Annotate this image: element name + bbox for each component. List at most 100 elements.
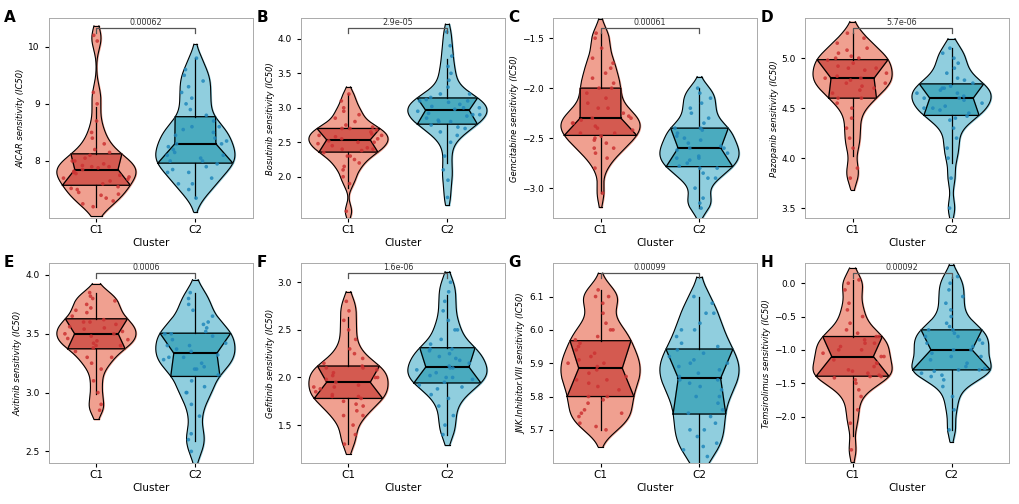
Point: [121, 173, 138, 181]
Point: [668, 132, 685, 140]
Point: [935, 84, 952, 92]
Point: [106, 330, 122, 338]
Point: [586, 164, 602, 172]
Point: [710, 366, 727, 374]
Point: [932, 371, 949, 379]
Point: [692, 136, 708, 144]
Point: [973, 339, 989, 347]
Point: [933, 383, 950, 391]
Point: [597, 319, 613, 327]
Point: [667, 333, 684, 341]
Point: [59, 335, 75, 343]
Point: [586, 144, 602, 152]
Point: [434, 430, 450, 438]
Y-axis label: Temsirolimus sensitivity (IC50): Temsirolimus sensitivity (IC50): [761, 299, 770, 427]
Point: [578, 89, 594, 97]
Point: [422, 371, 438, 380]
Point: [565, 119, 581, 127]
Y-axis label: JNK.Inhibitor.VIII sensitivity (IC50): JNK.Inhibitor.VIII sensitivity (IC50): [518, 293, 527, 433]
Point: [589, 286, 605, 294]
Point: [311, 132, 327, 140]
Point: [867, 333, 883, 341]
Point: [682, 104, 698, 112]
Point: [308, 388, 324, 396]
Point: [937, 319, 954, 327]
Point: [441, 42, 458, 50]
Point: [180, 185, 197, 194]
Point: [680, 139, 696, 147]
Point: [96, 324, 112, 332]
Point: [421, 347, 437, 355]
Point: [606, 129, 623, 137]
Point: [159, 168, 175, 176]
Point: [90, 164, 106, 172]
Point: [119, 175, 136, 183]
Point: [949, 333, 965, 341]
Point: [65, 167, 82, 175]
Point: [436, 378, 452, 386]
Point: [680, 409, 696, 417]
Point: [96, 316, 112, 324]
Point: [840, 299, 856, 307]
Point: [946, 64, 962, 72]
Point: [603, 84, 620, 92]
Point: [101, 163, 117, 171]
Point: [600, 292, 616, 300]
Point: [660, 352, 677, 360]
Point: [843, 114, 859, 122]
Point: [844, 367, 860, 375]
Point: [107, 297, 123, 305]
Point: [709, 343, 726, 351]
Point: [580, 369, 596, 377]
Point: [943, 312, 959, 321]
Point: [432, 90, 448, 98]
Point: [958, 112, 974, 120]
Point: [829, 346, 846, 354]
Point: [944, 326, 960, 334]
Point: [698, 453, 714, 461]
Point: [167, 131, 183, 139]
Point: [908, 89, 924, 97]
Point: [207, 134, 223, 142]
Point: [333, 145, 350, 153]
Point: [183, 94, 200, 102]
Point: [610, 386, 627, 394]
Point: [933, 84, 950, 92]
Point: [586, 34, 602, 42]
Point: [567, 336, 583, 344]
Point: [598, 393, 614, 401]
Point: [697, 309, 713, 317]
Point: [682, 359, 698, 367]
Point: [440, 76, 457, 84]
Point: [710, 393, 727, 401]
Polygon shape: [567, 341, 633, 397]
Point: [195, 321, 211, 329]
Point: [844, 59, 860, 67]
Point: [350, 381, 366, 389]
Point: [75, 325, 92, 333]
Point: [355, 402, 371, 410]
Point: [168, 345, 184, 353]
Point: [718, 149, 735, 157]
Point: [940, 286, 956, 294]
Point: [335, 104, 352, 112]
Point: [436, 421, 452, 429]
Point: [692, 124, 708, 132]
Point: [695, 349, 711, 357]
Point: [604, 59, 621, 67]
Point: [159, 342, 175, 350]
Point: [922, 372, 938, 381]
Point: [430, 402, 446, 410]
Point: [950, 94, 966, 102]
Point: [572, 339, 588, 347]
Point: [690, 152, 706, 160]
Point: [159, 151, 175, 159]
Point: [597, 69, 613, 77]
Point: [941, 323, 957, 331]
Text: 0.00062: 0.00062: [129, 18, 162, 27]
Polygon shape: [414, 348, 480, 383]
Point: [706, 419, 722, 427]
Point: [593, 44, 609, 52]
Point: [76, 154, 93, 162]
Point: [333, 124, 350, 133]
